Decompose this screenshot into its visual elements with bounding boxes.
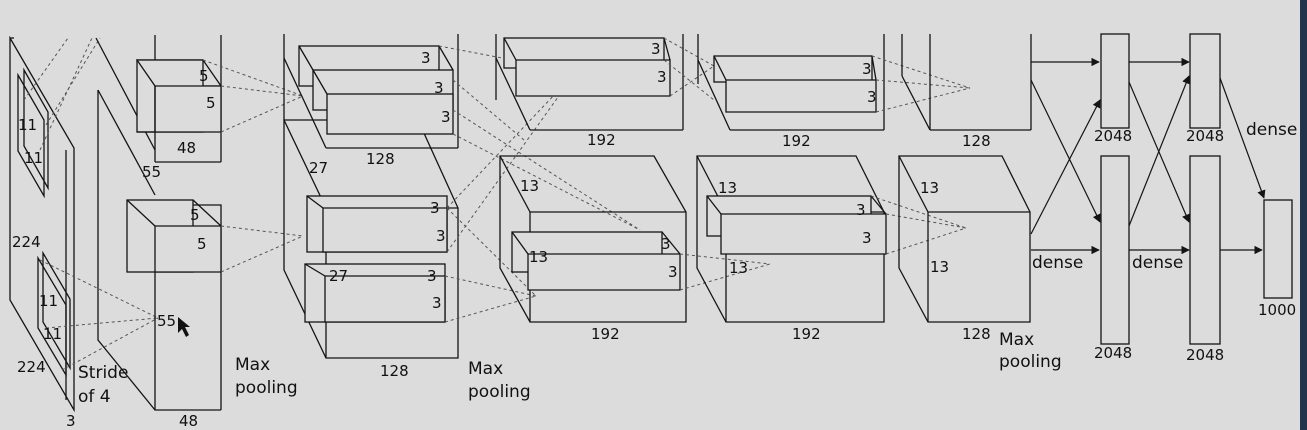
- stride-value-label: of 4: [78, 387, 111, 407]
- dense-label-2: dense: [1132, 253, 1183, 273]
- maxpool3-label-a: Max: [999, 330, 1034, 350]
- fc6-top-size: 2048: [1094, 127, 1132, 145]
- maxpool1-label-b: pooling: [235, 378, 298, 398]
- conv3-kernel-top: [503, 37, 671, 97]
- conv1-size-bottom: 55: [157, 312, 176, 330]
- input-filter-top: [17, 67, 49, 199]
- dense-layers: [1030, 33, 1293, 345]
- conv3-size-a: 13: [520, 177, 539, 195]
- input-width-label: 224: [17, 358, 46, 376]
- conv1-kernel-top: [135, 59, 223, 133]
- conv2-k-d: 3: [430, 199, 440, 217]
- conv2-k-e: 3: [436, 227, 446, 245]
- labels: 11 11 224 11 11 224 3 Stride of 4 5 5 48…: [12, 40, 1297, 430]
- conv4-k-c: 3: [856, 201, 866, 219]
- input-kernel-label-c: 11: [39, 292, 58, 310]
- conv1-kernel-top-a: 5: [199, 67, 209, 85]
- conv2-size-b: 27: [329, 267, 348, 285]
- fc6-bottom: [1100, 155, 1130, 345]
- fc6-bottom-size: 2048: [1094, 344, 1132, 362]
- input-kernel-label-a: 11: [18, 116, 37, 134]
- conv2-k-g: 3: [432, 294, 442, 312]
- input-layer: [9, 35, 159, 413]
- conv1-kernel-top-b: 5: [206, 94, 216, 112]
- mouse-cursor-icon: [178, 317, 190, 337]
- input-filter-bottom: [37, 250, 71, 378]
- maxpool2-label-a: Max: [468, 359, 503, 379]
- input-height-label: 224: [12, 233, 41, 251]
- conv3-k-a: 3: [651, 40, 661, 58]
- conv1-depth-top: 48: [177, 139, 196, 157]
- conv1-block: [95, 35, 304, 411]
- conv3-k-b: 3: [657, 68, 667, 86]
- conv4-k-b: 3: [867, 88, 877, 106]
- input-depth-label: 3: [66, 412, 76, 430]
- conv2-k-a: 3: [421, 49, 431, 67]
- input-kernel-label-d: 11: [43, 325, 62, 343]
- maxpool2-label-b: pooling: [468, 382, 531, 402]
- conv2-kernel-top: [298, 45, 454, 135]
- fc7-bottom: [1189, 155, 1221, 345]
- conv3-kernel-bottom: [511, 231, 681, 291]
- conv1-size-top: 55: [142, 163, 161, 181]
- conv3-block: [495, 34, 771, 323]
- conv3-depth-top: 192: [587, 131, 616, 149]
- input-kernel-label-b: 11: [24, 149, 43, 167]
- window-edge: [1300, 0, 1307, 430]
- conv3-k-c: 3: [661, 235, 671, 253]
- conv2-kernel-bottom-a: [306, 195, 448, 253]
- conv2-k-f: 3: [427, 267, 437, 285]
- maxpool1-label-a: Max: [235, 355, 270, 375]
- output-layer: [1263, 199, 1293, 299]
- fc7-bottom-size: 2048: [1186, 346, 1224, 364]
- conv2-depth-top: 128: [366, 150, 395, 168]
- fc6-top: [1100, 33, 1130, 129]
- fc7-top-size: 2048: [1186, 127, 1224, 145]
- conv4-k-a: 3: [862, 60, 872, 78]
- conv1-kernel-bottom: [126, 199, 222, 273]
- conv2-depth-bottom: 128: [380, 362, 409, 380]
- fc7-top: [1189, 33, 1221, 129]
- conv2-k-c: 3: [441, 108, 451, 126]
- conv3-k-d: 3: [668, 263, 678, 281]
- conv4-size-a: 13: [718, 179, 737, 197]
- conv3-size-b: 13: [529, 248, 548, 266]
- conv4-depth-bottom: 192: [792, 325, 821, 343]
- conv4-size-b: 13: [729, 259, 748, 277]
- conv5-depth-bottom: 128: [962, 325, 991, 343]
- conv4-block: [696, 34, 971, 323]
- conv1-kernel-bottom-b: 5: [197, 235, 207, 253]
- conv4-depth-top: 192: [782, 132, 811, 150]
- conv2-size-a: 27: [309, 159, 328, 177]
- conv2-block: [283, 34, 641, 359]
- conv4-k-d: 3: [862, 229, 872, 247]
- dense-label-1: dense: [1032, 253, 1083, 273]
- conv5-size-b: 13: [930, 258, 949, 276]
- conv1-depth-bottom: 48: [179, 412, 198, 430]
- conv4-kernel-top: [713, 55, 877, 113]
- output-size: 1000: [1258, 301, 1296, 319]
- conv2-kernel-bottom-b: [304, 263, 446, 323]
- stride-label: Stride: [78, 363, 128, 383]
- conv5-block: [898, 34, 1032, 323]
- conv4-kernel-bottom: [706, 195, 887, 255]
- conv5-depth-top: 128: [962, 132, 991, 150]
- conv1-kernel-bottom-a: 5: [190, 206, 200, 224]
- maxpool3-label-b: pooling: [999, 352, 1062, 372]
- conv2-k-b: 3: [434, 79, 444, 97]
- conv3-depth-bottom: 192: [591, 325, 620, 343]
- conv5-size-a: 13: [920, 179, 939, 197]
- dense-label-3: dense: [1246, 120, 1297, 140]
